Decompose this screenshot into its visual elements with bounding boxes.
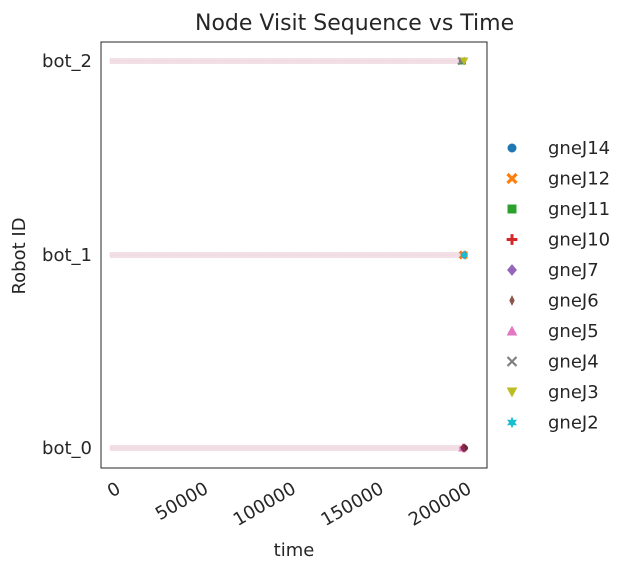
legend-label-gneJ2: gneJ2 (548, 413, 599, 434)
legend-item-gneJ10: gneJ10 (506, 230, 610, 251)
legend-item-gneJ6: gneJ6 (509, 291, 599, 312)
legend-label-gneJ5: gneJ5 (548, 321, 599, 342)
legend-marker-gneJ12 (506, 172, 518, 185)
chart-title: Node Visit Sequence vs Time (195, 11, 514, 36)
legend-item-gneJ14: gneJ14 (507, 138, 610, 159)
y-axis-label: Robot ID (9, 217, 30, 294)
x-tick-0: 0 (104, 478, 124, 502)
legend-marker-gneJ7 (507, 264, 517, 276)
legend-item-gneJ3: gneJ3 (506, 382, 599, 403)
legend-label-gneJ14: gneJ14 (548, 138, 610, 159)
y-tick-bot_1: bot_1 (42, 245, 92, 266)
legend-item-gneJ5: gneJ5 (506, 321, 599, 342)
legend-label-gneJ3: gneJ3 (548, 382, 599, 403)
legend-marker-gneJ3 (506, 387, 518, 398)
legend-marker-gneJ11 (507, 204, 517, 214)
legend-label-gneJ4: gneJ4 (548, 352, 599, 373)
legend-label-gneJ10: gneJ10 (548, 230, 610, 251)
legend-marker-gneJ4 (506, 356, 518, 367)
x-tick-200000: 200000 (405, 478, 475, 531)
x-tick-150000: 150000 (317, 478, 387, 531)
point-overlap-bot_0 (460, 444, 468, 452)
y-tick-labels: bot_0 bot_1 bot_2 (42, 51, 92, 459)
point-gneJ3-0 (459, 57, 469, 66)
legend-item-gneJ2: gneJ2 (506, 413, 599, 434)
y-tick-bot_2: bot_2 (42, 51, 92, 72)
x-tick-50000: 50000 (152, 478, 212, 525)
dense-point-bands (109, 58, 461, 451)
legend-item-gneJ12: gneJ12 (506, 169, 610, 190)
dense-band-bot_2 (109, 58, 461, 64)
legend: gneJ14 gneJ12 gneJ11 gneJ10 gneJ7 gneJ6 gneJ5 g… (506, 138, 610, 434)
legend-item-gneJ11: gneJ11 (507, 199, 610, 220)
dense-band-bot_1 (109, 252, 461, 258)
legend-label-gneJ6: gneJ6 (548, 291, 599, 312)
legend-label-gneJ7: gneJ7 (548, 260, 599, 281)
legend-marker-gneJ6 (509, 295, 515, 306)
x-axis-label: time (274, 540, 315, 561)
legend-label-gneJ11: gneJ11 (548, 199, 610, 220)
x-tick-labels: 0 50000 100000 150000 200000 (104, 478, 475, 531)
legend-marker-gneJ5 (506, 325, 518, 336)
legend-item-gneJ4: gneJ4 (506, 352, 599, 373)
plot-frame (100, 41, 488, 469)
y-tick-bot_0: bot_0 (42, 438, 92, 459)
legend-marker-gneJ2 (506, 416, 518, 429)
point-gneJ2-0 (460, 250, 469, 260)
data-points (457, 56, 469, 453)
legend-marker-gneJ10 (506, 234, 518, 245)
legend-item-gneJ7: gneJ7 (507, 260, 599, 281)
legend-label-gneJ12: gneJ12 (548, 169, 610, 190)
x-tick-100000: 100000 (230, 478, 300, 531)
dense-band-bot_0 (109, 445, 461, 451)
legend-marker-gneJ14 (507, 143, 517, 153)
